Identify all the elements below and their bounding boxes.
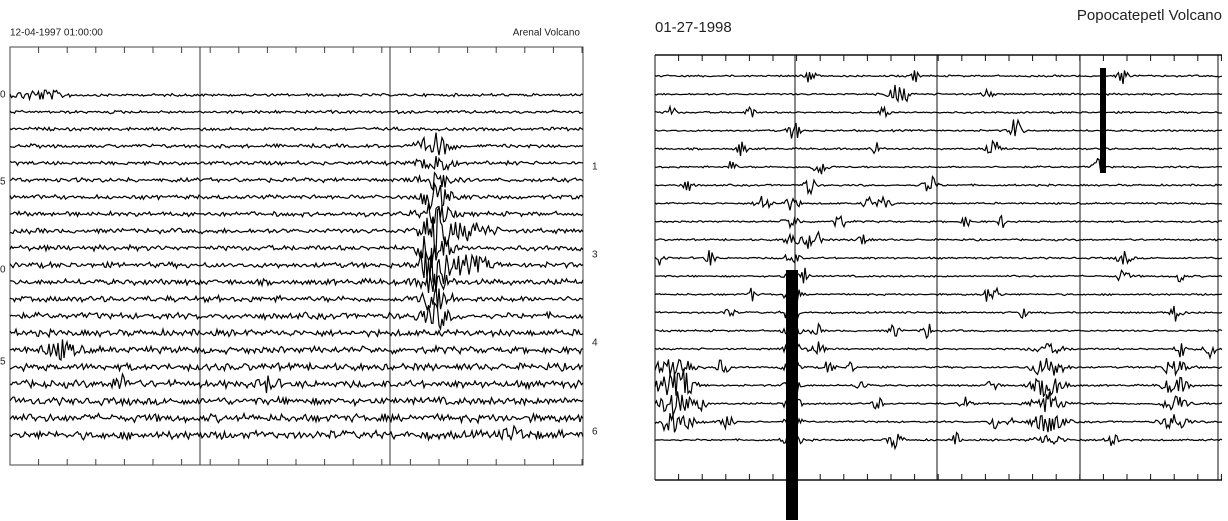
trace — [654, 338, 1223, 360]
trace — [9, 89, 584, 102]
trace — [9, 171, 584, 192]
saturated-event — [786, 270, 798, 520]
left-title: Arenal Volcano — [513, 28, 581, 39]
trace — [654, 250, 1223, 266]
trace — [9, 247, 584, 289]
trace — [654, 368, 1223, 398]
trace — [9, 235, 584, 268]
trace — [654, 139, 1223, 157]
trace — [9, 326, 584, 339]
trace — [9, 395, 584, 408]
trace — [654, 267, 1223, 284]
left-label: 5 — [0, 177, 6, 188]
trace — [654, 214, 1223, 230]
trace — [9, 372, 584, 394]
trace — [9, 203, 584, 224]
trace — [654, 430, 1223, 451]
trace — [9, 132, 584, 156]
trace — [654, 195, 1223, 211]
right-date: 01-27-1998 — [655, 19, 732, 36]
left-timestamp: 12-04-1997 01:00:00 — [10, 28, 103, 39]
trace — [654, 84, 1223, 103]
right-seismogram: 01-27-1998 Popocatepetl Volcano — [654, 7, 1223, 520]
trace — [654, 322, 1223, 345]
trace — [9, 360, 584, 373]
right-label: 1 — [592, 162, 598, 173]
trace — [9, 301, 584, 332]
right-label: 4 — [592, 338, 598, 349]
left-seismogram: 12-04-1997 01:00:00 Arenal Volcano 0 5 0 5 1… — [0, 28, 598, 466]
trace — [654, 281, 1223, 306]
trace — [654, 118, 1223, 139]
trace — [654, 230, 1223, 249]
trace — [654, 104, 1223, 119]
trace — [9, 273, 584, 293]
trace — [654, 354, 1223, 377]
trace — [9, 285, 584, 311]
left-label: 0 — [0, 90, 6, 101]
trace — [654, 411, 1223, 433]
left-label: 0 — [0, 265, 6, 276]
trace — [9, 411, 584, 425]
trace — [9, 156, 584, 172]
trace — [9, 126, 584, 132]
right-title: Popocatepetl Volcano — [1077, 7, 1222, 24]
trace — [654, 391, 1223, 416]
trace — [655, 302, 1223, 322]
right-label: 6 — [592, 427, 598, 438]
trace — [9, 109, 584, 115]
trace — [9, 206, 584, 255]
trace — [654, 175, 1223, 196]
left-label: 5 — [0, 357, 6, 368]
right-label: 3 — [592, 250, 598, 261]
trace — [9, 424, 584, 442]
trace — [10, 339, 584, 362]
saturated-event — [1100, 68, 1106, 173]
trace — [654, 157, 1223, 175]
trace — [9, 181, 584, 211]
trace — [654, 70, 1223, 85]
